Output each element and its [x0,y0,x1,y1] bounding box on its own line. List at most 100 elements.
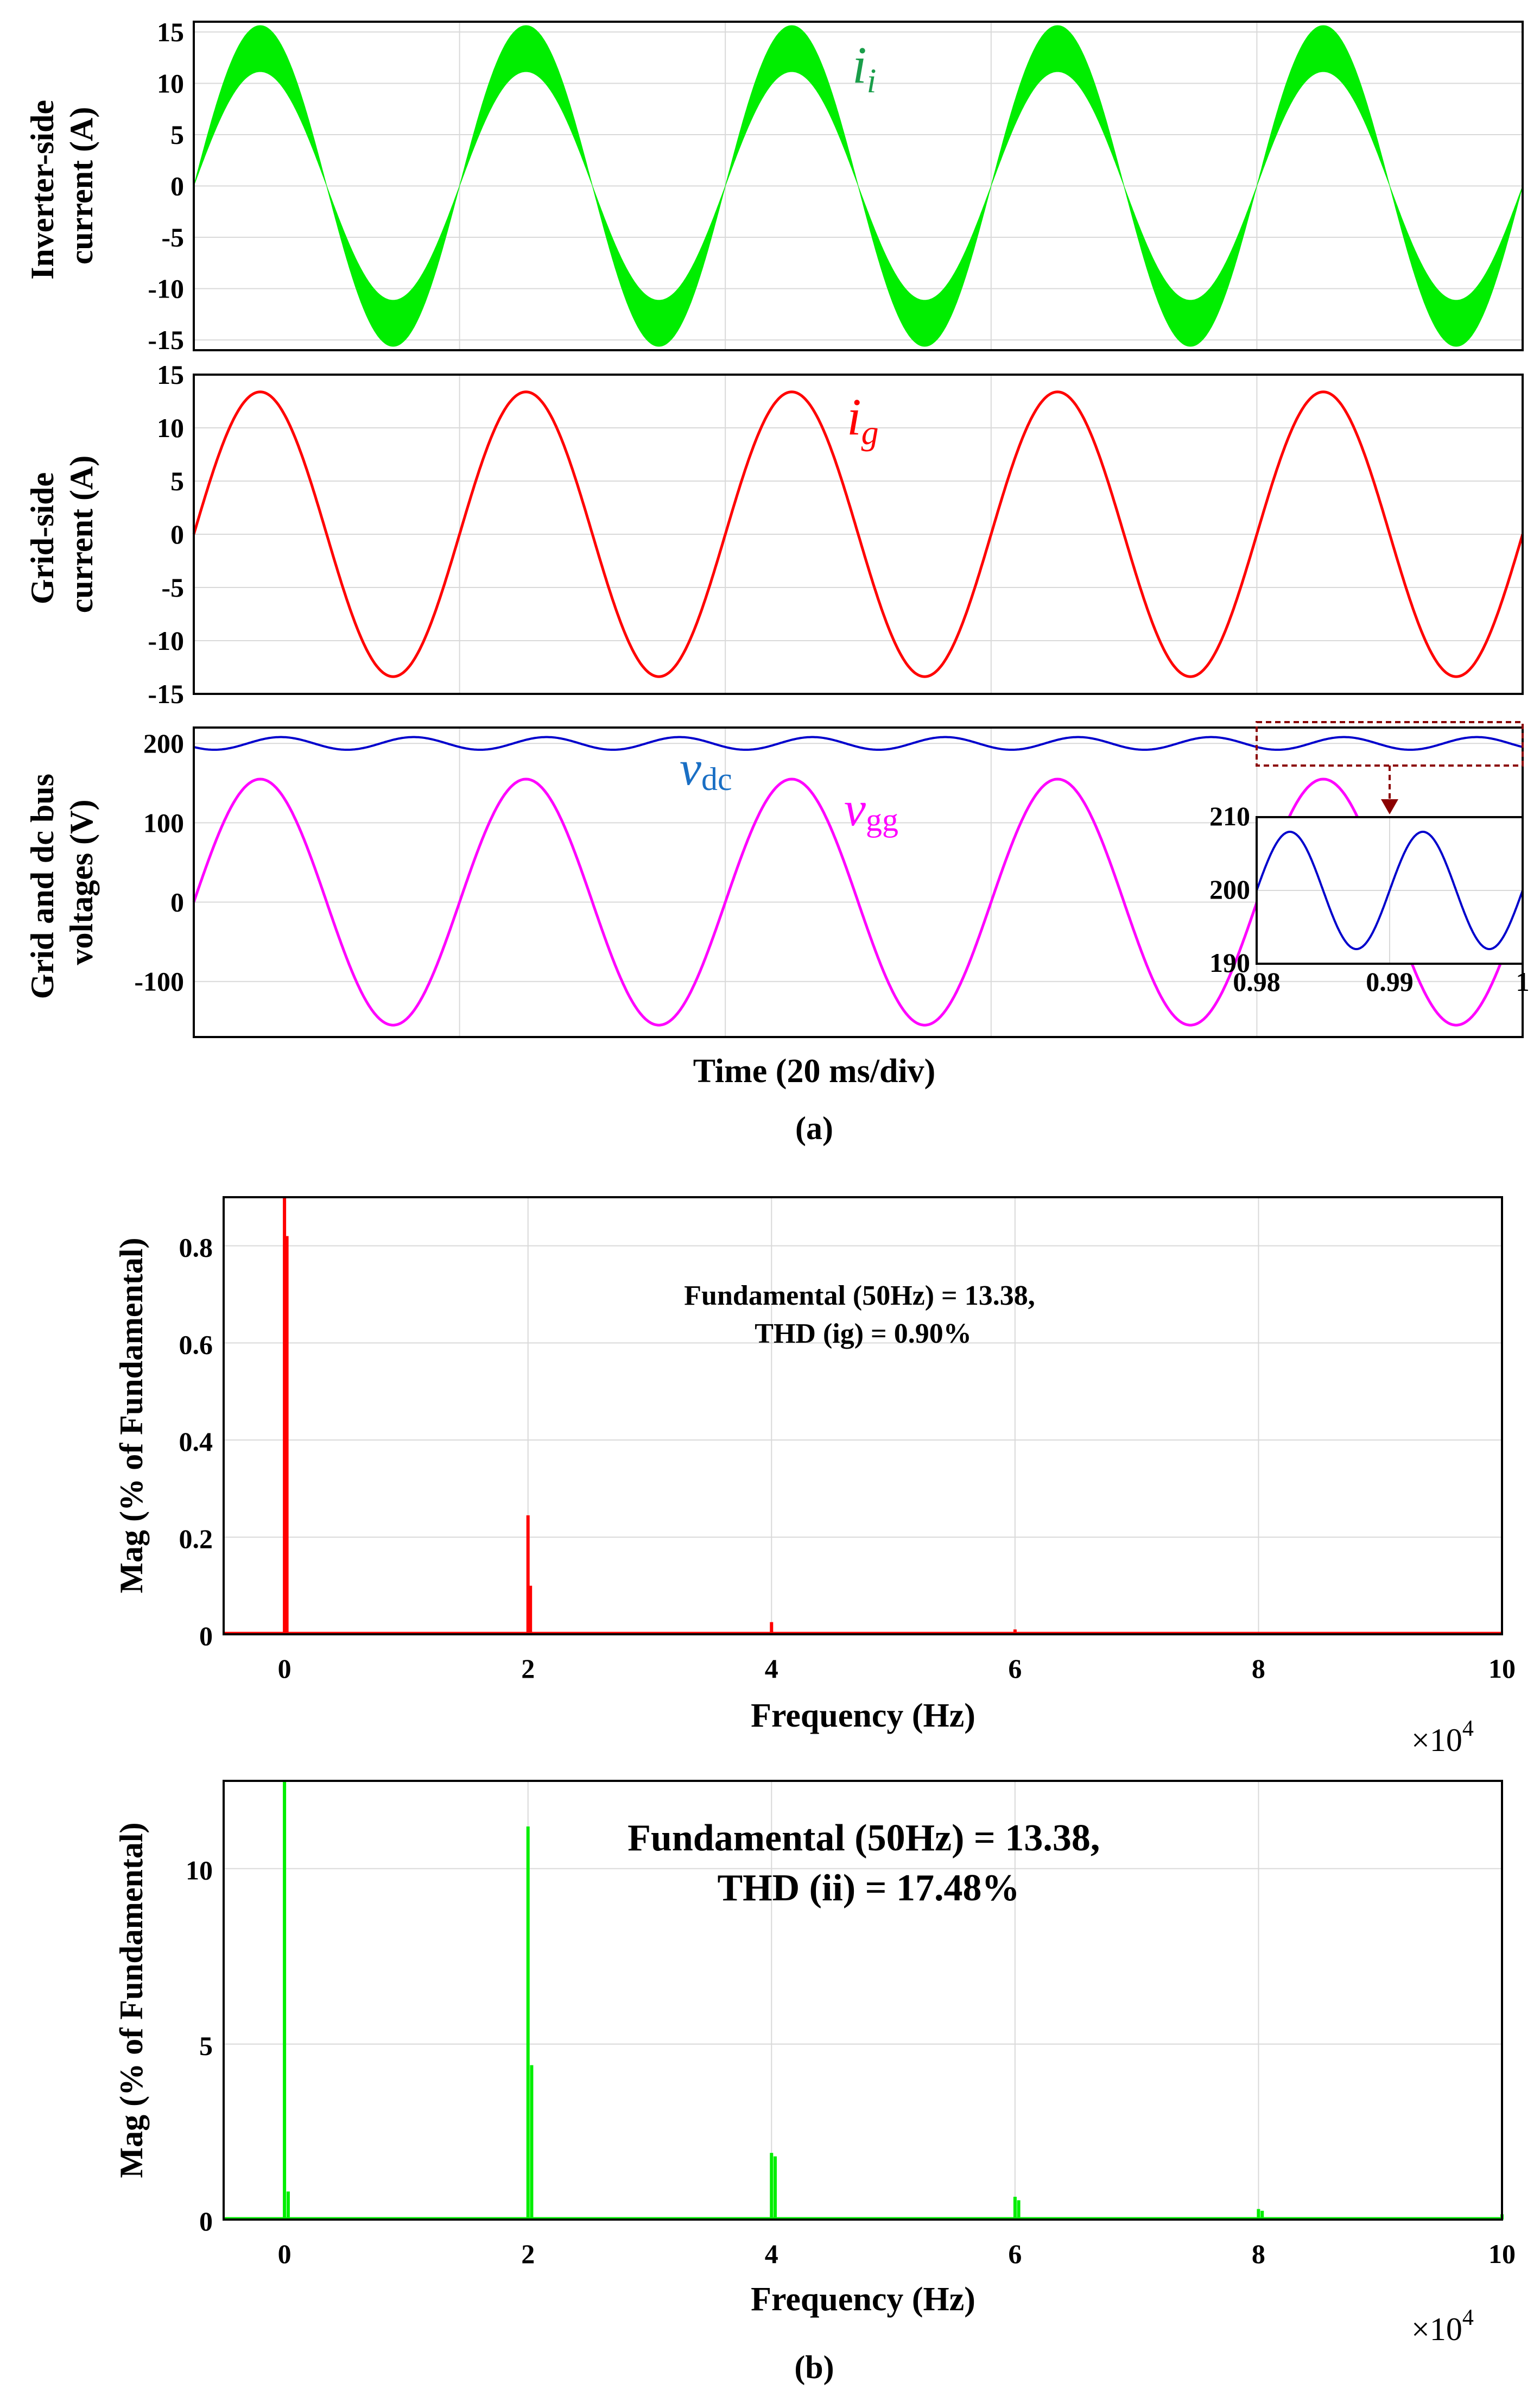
spectrum-ii-ticks: 0 2 4 6 8 10 10 5 0 [186,1855,1516,2269]
spectrum-ig-multiplier: ×104 [1411,1716,1474,1758]
spectrum-ig-ylabel: Mag (% of Fundamental) [113,1238,149,1594]
vgg-line [192,778,1524,1027]
spectrum-x-tick: 2 [521,1653,535,1684]
inverter-ylabel: Inverter-side current (A) [24,92,99,280]
spectrum-ii-axes-box [223,1780,1503,2221]
spectrum-x-tick: 2 [521,2239,535,2269]
grid-y-tick: 10 [157,413,184,443]
spectrum-bar [1017,2200,1021,2220]
spectrum-bar [1257,1632,1260,1634]
spectrum-bar [285,1236,289,1634]
grid-y-tick: 15 [157,359,184,390]
spectrum-bar [774,2156,777,2220]
spectrum-bar [770,1622,774,1634]
spectrum-bar [526,1826,530,2220]
grid-y-tick: -15 [148,679,184,709]
inverter-axes-box [193,21,1524,351]
grid-y-ticks: 15 10 5 0 -5 -10 -15 [148,359,184,709]
spectrum-x-tick: 6 [1008,2239,1022,2269]
spectrum-y-tick: 0.6 [179,1329,213,1360]
vgg-label: vgg [844,782,898,838]
spectrum-x-tick: 10 [1488,2239,1516,2269]
inverter-y-tick: -10 [148,274,184,304]
zoom-highlight-box [1256,721,1524,767]
voltage-y-tick: 100 [143,807,184,838]
spectrum-x-tick: 0 [278,1653,291,1684]
spectrum-y-tick: 0.8 [179,1232,213,1262]
spectrum-x-tick: 4 [765,2239,778,2269]
spectrum-ig-plot: 0 2 4 6 8 10 0.8 0.6 0.4 0.2 0 Mag (% of Fundament… [113,1196,1516,1758]
spectrum-y-tick: 0.4 [179,1426,213,1457]
spectrum-y-tick: 10 [186,1855,213,1886]
inset-x-tick: 0.98 [1233,966,1281,997]
inverter-y-tick: 0 [170,171,184,201]
grid-y-tick: -5 [161,572,184,603]
inverter-y-tick: -5 [161,222,184,252]
inset-x-tick: 1 [1516,966,1530,997]
voltage-plot: 200 100 0 -100 Grid and dc bus voltages (V)… [24,721,1530,1146]
panel-a-xlabel: Time (20 ms/div) [693,1053,936,1090]
grid-current-plot: 15 10 5 0 -5 -10 -15 Grid-side current (A) ig [24,359,1524,709]
spectrum-y-tick: 0.2 [179,1524,213,1554]
inverter-series-label: ii [852,36,876,100]
inverter-y-ticks: 15 10 5 0 -5 -10 -15 [148,17,184,355]
spectrum-bar [530,2065,534,2220]
spectrum-ig-axes-box [223,1196,1503,1635]
spectrum-x-tick: 4 [765,1653,778,1684]
inset-y-tick: 190 [1209,947,1250,978]
spectrum-bar [770,2153,774,2220]
voltage-y-ticks: 200 100 0 -100 [134,728,184,996]
grid-y-tick: 5 [170,466,184,496]
spectrum-ig-bars [224,1197,1502,1634]
spectrum-bar [1257,2209,1260,2220]
spectrum-bar [1013,2197,1017,2220]
spectrum-ii-xlabel: Frequency (Hz) [751,2281,975,2318]
grid-y-tick: -10 [148,625,184,656]
spectrum-bar [286,2191,290,2220]
grid-current-line [192,390,1524,678]
spectrum-ii-annotation: Fundamental (50Hz) = 13.38, THD (ii) = 1… [628,1817,1110,1909]
inverter-current-plot: 15 10 5 0 -5 -10 -15 Inverter-side current (A)… [24,17,1524,355]
spectrum-bar [283,1781,287,2220]
spectrum-bar [1260,2210,1264,2220]
spectrum-bar [526,1515,530,1634]
spectrum-ii-multiplier: ×104 [1411,2305,1474,2347]
grid-series-label: ig [847,388,879,452]
spectrum-bar [283,1197,287,1634]
inset-y-tick: 210 [1209,801,1250,831]
spectrum-ig-ticks: 0 2 4 6 8 10 0.8 0.6 0.4 0.2 0 [179,1232,1516,1684]
inset-x-tick: 0.99 [1366,966,1414,997]
spectrum-bar [529,1585,533,1634]
inset-vdc-line [1256,831,1524,950]
spectrum-x-tick: 0 [278,2239,291,2269]
inverter-y-tick: 5 [170,119,184,150]
spectrum-x-tick: 8 [1252,1653,1265,1684]
spectrum-bar [1013,1629,1017,1634]
spectrum-x-tick: 10 [1488,1653,1516,1684]
grid-y-tick: 0 [170,519,184,549]
voltage-y-tick: 0 [170,887,184,918]
grid-ylabel: Grid-side current (A) [24,456,99,613]
spectrum-y-tick: 0 [199,2206,213,2236]
inset-y-tick: 200 [1209,874,1250,905]
voltage-y-tick: -100 [134,966,184,997]
vdc-line [193,736,1523,751]
inverter-y-tick: 10 [157,68,184,98]
zoom-arrow-head [1381,799,1398,814]
voltage-y-tick: 200 [143,728,184,758]
vdc-label: vdc [680,742,732,797]
grid-axes-box [193,374,1524,695]
spectrum-ig-annotation: Fundamental (50Hz) = 13.38, THD (ig) = 0… [684,1280,1042,1349]
spectrum-y-tick: 5 [199,2031,213,2061]
panel-b-caption: (b) [794,2349,834,2385]
spectrum-x-tick: 8 [1252,2239,1265,2269]
spectrum-ii-ylabel: Mag (% of Fundamental) [113,1823,149,2178]
inverter-y-tick: 15 [157,17,184,47]
spectrum-ii-bars [224,1781,1504,2220]
spectrum-y-tick: 0 [199,1621,213,1651]
spectrum-ig-xlabel: Frequency (Hz) [751,1697,975,1734]
spectrum-ii-plot: 0 2 4 6 8 10 10 5 0 Mag (% of Fundamental) Frequ… [113,1780,1516,2385]
